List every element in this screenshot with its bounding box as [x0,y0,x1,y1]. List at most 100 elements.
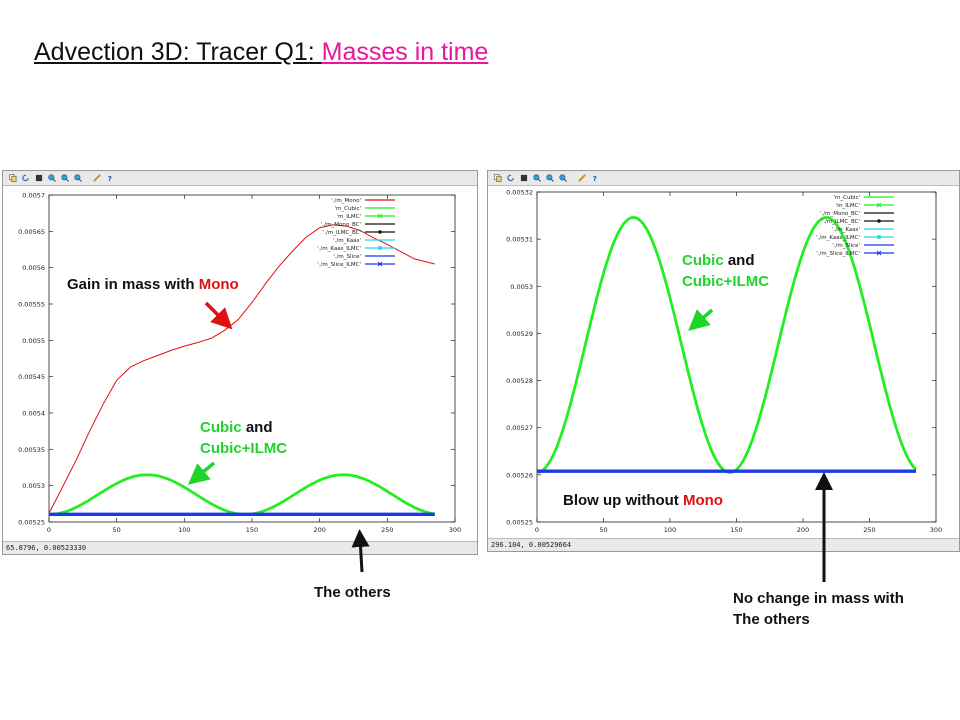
grid-icon[interactable] [520,174,528,182]
legend-entry-marker [877,235,881,239]
grid-icon[interactable] [35,174,43,182]
left-toolbar: ? [3,171,477,186]
refresh-icon[interactable] [22,174,30,182]
legend-entry-marker [378,230,382,234]
svg-text:?: ? [593,174,597,182]
y-tick-label: 0.0057 [22,192,45,200]
annotation-blow-mono-word: Mono [682,492,723,509]
annotation-right-cubic: Cubic and Cubic+ILMC [682,250,769,292]
right-status-readout: 296.104, 0.00529664 [488,538,959,551]
legend-entry-label: './m_Mono' [331,198,361,204]
zoom-in-icon[interactable] [48,174,56,182]
zoom-out-icon[interactable] [61,174,69,182]
x-tick-label: 100 [178,526,190,534]
annotation-no-change-line2: The others [733,611,810,628]
y-tick-label: 0.0053 [22,482,45,490]
annotation-gain-mono: Gain in mass with Mono [67,274,239,295]
annotation-left-cubic: Cubic and Cubic+ILMC [200,417,287,459]
slide-title-highlight: Masses in time [321,38,489,66]
pencil-icon[interactable] [93,174,101,182]
legend-entry-label: './m_Kaas' [333,238,361,244]
legend-entry-marker [377,213,383,219]
y-tick-label: 0.00525 [18,519,45,527]
slide-title-prefix: Advection 3D: Tracer Q1: [34,38,322,66]
legend-entry-label: './m_ILMC_BC' [323,230,361,236]
y-tick-label: 0.00531 [506,236,533,244]
x-tick-label: 150 [246,526,258,534]
svg-text:?: ? [108,174,112,182]
copy-icon[interactable] [494,174,502,182]
y-tick-label: 0.00528 [506,377,533,385]
copy-icon[interactable] [9,174,17,182]
slide-title: Advection 3D: Tracer Q1: Masses in time [34,38,488,67]
legend-entry-label: './m_Mono_BC' [321,222,361,228]
y-tick-label: 0.00545 [18,373,45,381]
annotation-left-cubic-ilmc: Cubic+ILMC [200,440,288,457]
arrow-right-cubic [688,308,714,331]
refresh-icon[interactable] [507,174,515,182]
legend-entry-label: './m_Slice_ILMC' [816,251,860,257]
x-tick-label: 200 [313,526,325,534]
annotation-blow-text: Blow up without [563,492,683,509]
zoom-out-icon[interactable] [546,174,554,182]
annotation-no-change-line1: No change in mass with [733,590,904,607]
help-icon[interactable]: ? [591,174,599,182]
legend-entry-label: './m_Slice' [832,243,860,249]
y-tick-label: 0.0056 [22,264,45,272]
legend-entry-label: 'm_ILMC' [337,214,361,220]
right-plot: 0 50 100 150 200 250 300 0.00525 0.00526 0.00527 0… [506,189,942,535]
x-tick-label: 50 [599,526,607,534]
y-tick-label: 0.00529 [506,330,533,338]
y-tick-label: 0.00555 [18,301,45,309]
left-plot: 0 50 100 150 200 250 300 0.00525 0.0053 0.00535 0.… [18,192,461,535]
legend-entry-marker [378,246,382,250]
legend-entry-label: './m_Slice_ILMC' [317,262,361,268]
annotation-gain-text: Gain in mass with [67,276,199,293]
annotation-right-cubic-word: Cubic [682,252,724,269]
zoom-reset-icon[interactable] [559,174,567,182]
help-icon[interactable]: ? [106,174,114,182]
legend-entry-label: 'm_Cubic' [334,206,361,212]
legend-entry-label: 'm_Cubic' [833,195,860,201]
x-tick-label: 0 [47,526,51,534]
x-tick-label: 50 [113,526,121,534]
right-plot-window: ? 0 50 100 150 200 250 300 0.00525 0.00526 0.0052… [487,170,960,552]
annotation-blow-up: Blow up without Mono [563,490,723,511]
zoom-in-icon[interactable] [533,174,541,182]
annotation-others: The others [314,584,391,601]
annotation-left-and: and [241,419,273,436]
y-tick-label: 0.00526 [506,471,533,479]
annotation-right-and: and [723,252,755,269]
legend-entry-label: './m_ILMC_BC' [822,219,860,225]
arrow-gain-mono [204,301,233,330]
legend-entry-marker [876,202,882,208]
legend-entry-label: 'm_ILMC' [836,203,860,209]
legend-entry-marker [377,261,383,267]
y-tick-label: 0.0054 [22,410,45,418]
legend-entry-label: './m_Kaas' [832,227,860,233]
annotation-gain-mono-word: Mono [198,276,239,293]
x-tick-label: 300 [449,526,461,534]
left-plot-window: ? 0 50 100 150 200 250 300 0.00525 0.0053 0.00535… [2,170,478,555]
x-tick-label: 250 [863,526,875,534]
legend-entry-label: './m_Slice' [333,254,361,260]
x-tick-label: 0 [535,526,539,534]
legend-entry-label: './m_Kaas_ILMC' [317,246,361,252]
x-tick-label: 200 [797,526,809,534]
series-line [48,224,435,514]
legend-entry-label: './m_Kaas_ILMC' [816,235,860,241]
x-tick-label: 250 [381,526,393,534]
arrow-others [351,529,370,573]
x-tick-label: 300 [930,526,942,534]
zoom-reset-icon[interactable] [74,174,82,182]
y-tick-label: 0.0053 [510,283,533,291]
y-tick-label: 0.00565 [18,228,45,236]
annotation-no-change: No change in mass with The others [733,588,904,630]
x-tick-label: 150 [730,526,742,534]
x-tick-label: 100 [664,526,676,534]
y-tick-label: 0.00535 [18,446,45,454]
y-tick-label: 0.0055 [22,337,45,345]
pencil-icon[interactable] [578,174,586,182]
legend-entry-label: './m_Mono_BC' [820,211,860,217]
